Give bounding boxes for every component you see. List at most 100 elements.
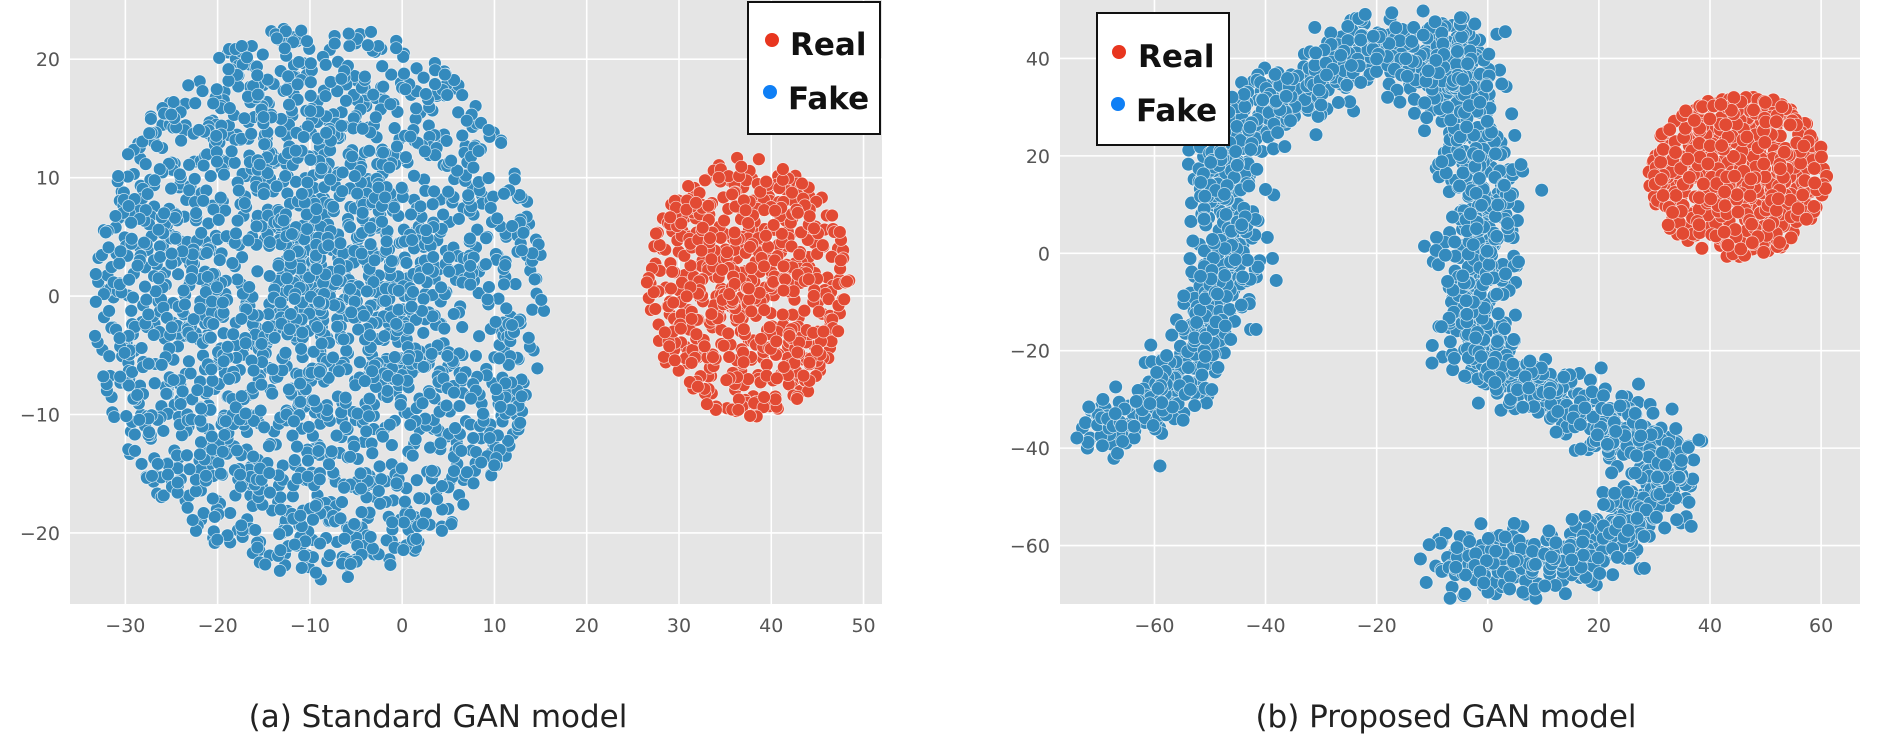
panel-a-real-point bbox=[679, 289, 694, 304]
panel-a-fake-point bbox=[190, 383, 205, 397]
panel-a-real-point bbox=[833, 225, 847, 239]
panel-a-fake-point bbox=[254, 377, 269, 392]
panel-a-fake-point bbox=[407, 169, 421, 183]
panel-a-xtick-label: 20 bbox=[575, 615, 599, 637]
panel-a-fake-point bbox=[130, 258, 145, 273]
panel-a-fake-point bbox=[309, 202, 324, 216]
panel-a-fake-point bbox=[364, 25, 378, 39]
panel-a-fake-point bbox=[309, 262, 324, 276]
panel-a-fake-point bbox=[447, 464, 461, 478]
panel-a-real-point bbox=[775, 307, 790, 322]
panel-a-real-point bbox=[712, 170, 726, 185]
panel-a-fake-point bbox=[456, 497, 471, 512]
panel-a-fake-point bbox=[210, 532, 225, 547]
panel-a-caption: (a) Standard GAN model bbox=[249, 699, 628, 735]
panel-b-fake-point bbox=[1078, 415, 1093, 430]
panel-a-fake-point bbox=[354, 505, 369, 519]
panel-a-real-point bbox=[790, 345, 805, 360]
panel-a-fake-point bbox=[271, 258, 286, 273]
panel-a-fake-point bbox=[374, 472, 388, 486]
panel-b-fake-point bbox=[1681, 495, 1697, 510]
panel-b-fake-point bbox=[1249, 162, 1264, 177]
panel-a-fake-point bbox=[435, 479, 449, 493]
panel-a-fake-point bbox=[318, 58, 333, 72]
panel-a-fake-point bbox=[398, 82, 413, 96]
panel-a-real-point bbox=[668, 353, 682, 368]
panel-a-fake-point bbox=[357, 308, 371, 323]
panel-a-fake-point bbox=[362, 391, 377, 406]
panel-a-fake-point bbox=[256, 110, 271, 124]
panel-a-fake-point bbox=[142, 126, 157, 140]
panel-a-real-point bbox=[649, 226, 663, 241]
panel-a-fake-point bbox=[203, 169, 218, 183]
panel-a-fake-point bbox=[216, 354, 231, 369]
panel-a-fake-point bbox=[306, 512, 320, 527]
panel-a-fake-point bbox=[397, 515, 411, 530]
panel-a-fake-point bbox=[282, 248, 297, 263]
panel-a-fake-point bbox=[273, 543, 288, 557]
panel-a-fake-point bbox=[185, 513, 200, 527]
panel-a-fake-point bbox=[405, 448, 420, 463]
panel-a-fake-point bbox=[204, 362, 219, 377]
panel-a-real-point bbox=[777, 360, 791, 374]
panel-a-fake-point bbox=[180, 500, 195, 515]
panel-a-fake-point bbox=[366, 541, 380, 556]
panel-b-fake-point bbox=[1462, 534, 1477, 549]
panel-a-real-point bbox=[716, 338, 731, 353]
panel-a-real-point bbox=[792, 247, 807, 262]
panel-a-fake-point bbox=[217, 167, 231, 182]
panel-a-fake-point bbox=[173, 397, 188, 411]
panel-b-fake-point bbox=[1583, 372, 1598, 388]
panel-a-fake-point bbox=[358, 374, 372, 388]
panel-a-fake-point bbox=[436, 207, 450, 222]
panel-a-xtick-label: 50 bbox=[851, 615, 875, 637]
panel-a-fake-point bbox=[122, 272, 136, 287]
panel-a-fake-point bbox=[343, 282, 357, 296]
panel-b-fake-point bbox=[1489, 229, 1504, 244]
panel-b-fake-point bbox=[1664, 401, 1680, 417]
panel-a-fake-point bbox=[196, 158, 211, 173]
panel-a-fake-point bbox=[330, 319, 345, 334]
panel-a-fake-point bbox=[222, 372, 236, 386]
panel-a-fake-point bbox=[234, 389, 249, 403]
panel-a-fake-point bbox=[210, 82, 224, 97]
panel-a-fake-point bbox=[180, 448, 194, 463]
panel-a-fake-point bbox=[479, 231, 493, 245]
panel-a-real-point bbox=[752, 152, 766, 166]
panel-a-fake-point bbox=[367, 253, 382, 268]
panel-a-fake-point bbox=[265, 362, 280, 377]
panel-a-real-point bbox=[704, 307, 719, 321]
panel-a-real-point bbox=[807, 289, 821, 303]
panel-a-fake-point bbox=[312, 365, 327, 379]
panel-a-real-point bbox=[717, 213, 731, 228]
panel-b-fake-point bbox=[1218, 207, 1234, 222]
panel-a-fake-point bbox=[322, 457, 336, 471]
panel-a-real-point bbox=[665, 265, 679, 279]
panel-a-fake-point bbox=[147, 173, 162, 188]
panel-b-fake-point bbox=[1267, 67, 1283, 82]
panel-b-fake-point bbox=[1631, 376, 1646, 392]
panel-a-fake-point bbox=[387, 200, 401, 215]
panel-a-real-point bbox=[816, 238, 830, 252]
panel-a-fake-point bbox=[482, 431, 497, 445]
panel-a-fake-point bbox=[108, 209, 123, 223]
panel-a-fake-point bbox=[182, 183, 196, 197]
panel-a-fake-point bbox=[339, 94, 353, 108]
panel-a-fake-point bbox=[212, 51, 226, 65]
panel-a-fake-point bbox=[142, 425, 156, 439]
panel-a-real-point bbox=[776, 259, 791, 274]
panel-a-real-point bbox=[743, 240, 757, 254]
panel-a-fake-point bbox=[132, 413, 147, 427]
panel-a-xtick-label: 10 bbox=[482, 615, 506, 637]
panel-a-fake-point bbox=[337, 480, 351, 495]
panel-a-xtick-label: 40 bbox=[759, 615, 783, 637]
panel-a-fake-point bbox=[452, 399, 467, 413]
panel-a-fake-point bbox=[200, 246, 214, 260]
panel-a-fake-point bbox=[225, 256, 240, 270]
panel-b-fake-point bbox=[1498, 24, 1513, 39]
panel-a-fake-point bbox=[439, 134, 454, 148]
panel-a-fake-point bbox=[290, 77, 305, 92]
panel-a-fake-point bbox=[273, 295, 288, 310]
panel-a-fake-point bbox=[171, 267, 185, 281]
panel-a-fake-point bbox=[382, 160, 397, 175]
